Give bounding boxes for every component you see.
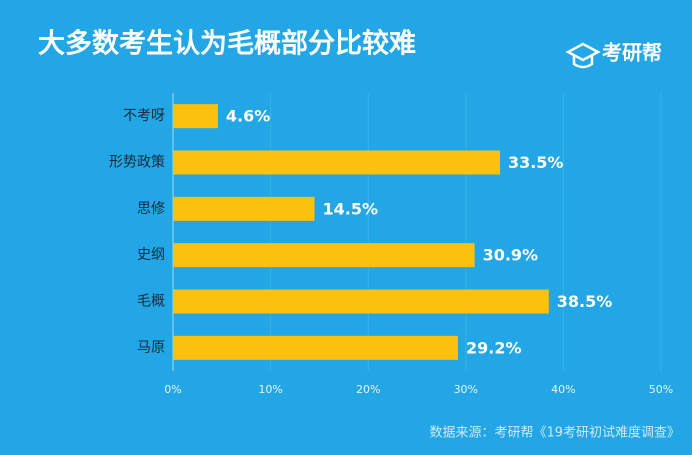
bar bbox=[173, 243, 475, 268]
value-label: 33.5% bbox=[508, 153, 564, 172]
value-label: 4.6% bbox=[226, 107, 270, 126]
x-tick-label: 0% bbox=[164, 383, 181, 396]
chart-title: 大多数考生认为毛概部分比较难 bbox=[38, 28, 416, 60]
value-label: 38.5% bbox=[557, 292, 613, 311]
y-tick-label: 史纲 bbox=[137, 247, 165, 263]
x-tick-label: 30% bbox=[454, 383, 478, 396]
y-tick-label: 马原 bbox=[137, 340, 165, 356]
x-tick-label: 10% bbox=[258, 383, 282, 396]
bar bbox=[173, 150, 500, 175]
logo-text: 考研帮 bbox=[602, 41, 662, 65]
value-label: 30.9% bbox=[483, 246, 539, 265]
bar bbox=[173, 289, 549, 314]
value-label: 14.5% bbox=[323, 199, 379, 218]
source-note: 数据来源：考研帮《19考研初试难度调查》 bbox=[429, 425, 680, 441]
logo-icon bbox=[565, 42, 601, 62]
y-tick-label: 不考呀 bbox=[123, 108, 165, 124]
x-tick-label: 50% bbox=[649, 383, 673, 396]
bar bbox=[173, 104, 218, 129]
y-tick-label: 形势政策 bbox=[109, 154, 165, 171]
logo-icon bbox=[572, 56, 594, 69]
y-tick-label: 思修 bbox=[137, 201, 165, 217]
value-label: 29.2% bbox=[466, 338, 522, 357]
bar bbox=[173, 196, 315, 221]
y-tick-label: 毛概 bbox=[137, 294, 165, 310]
x-tick-label: 40% bbox=[551, 383, 575, 396]
x-tick-label: 20% bbox=[356, 383, 380, 396]
bar bbox=[173, 335, 458, 360]
logo: 考研帮 bbox=[565, 41, 662, 69]
